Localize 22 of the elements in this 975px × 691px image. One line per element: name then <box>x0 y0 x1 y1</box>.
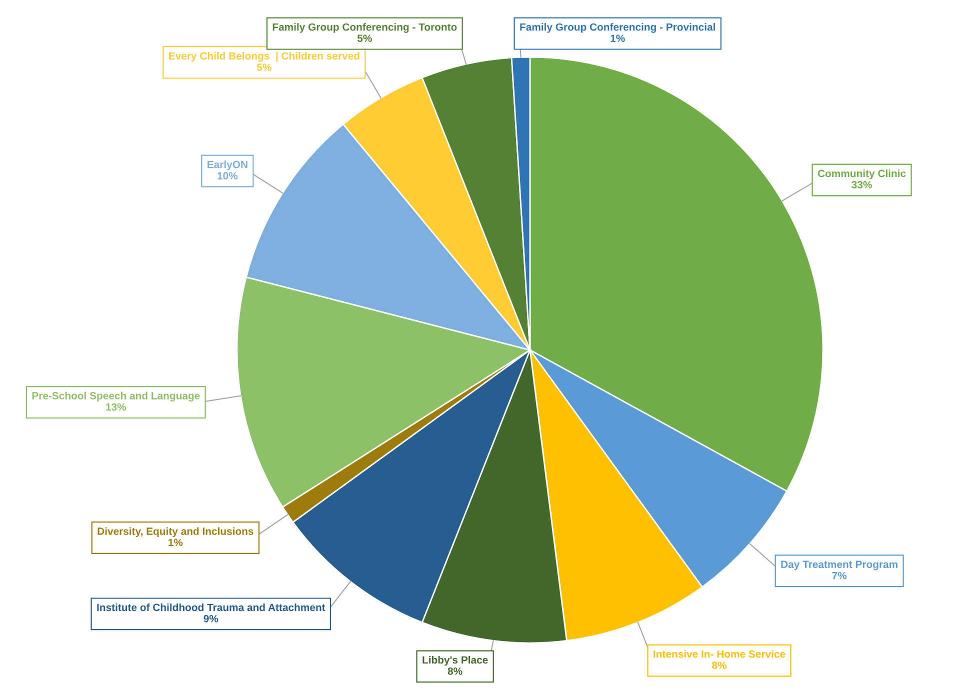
data-label: 8% <box>448 667 462 675</box>
data-label: 1% <box>168 538 183 546</box>
data-label: 33% <box>852 181 872 188</box>
slice-label: Libby's Place <box>422 656 488 666</box>
slice-label: Family Group Conferencing - Provincial <box>520 23 715 33</box>
data-label: 1% <box>610 34 625 42</box>
data-label: 5% <box>256 64 272 71</box>
data-label: 5% <box>357 34 372 42</box>
data-label: 7% <box>832 572 847 580</box>
slice-label: Institute of Childhood Trauma and Attachment <box>97 603 326 612</box>
data-label: 13% <box>106 403 126 411</box>
data-label: 9% <box>204 614 218 622</box>
slice-label: Community Clinic <box>818 170 906 180</box>
data-label: 10% <box>218 172 238 180</box>
slice-label: Day Treatment Program <box>781 560 898 570</box>
slice-label: Diversity, Equity and Inclusions <box>98 527 254 537</box>
slice-label: EarlyON <box>208 160 248 170</box>
slice-label: Pre-School Speech and Language <box>32 392 200 402</box>
slice-label: Every Child Belongs | Children served <box>169 52 360 62</box>
slice-label: Intensive In- Home Service <box>654 650 786 658</box>
slice-label: Family Group Conferencing - Toronto <box>272 23 457 33</box>
data-label: 8% <box>712 662 726 669</box>
